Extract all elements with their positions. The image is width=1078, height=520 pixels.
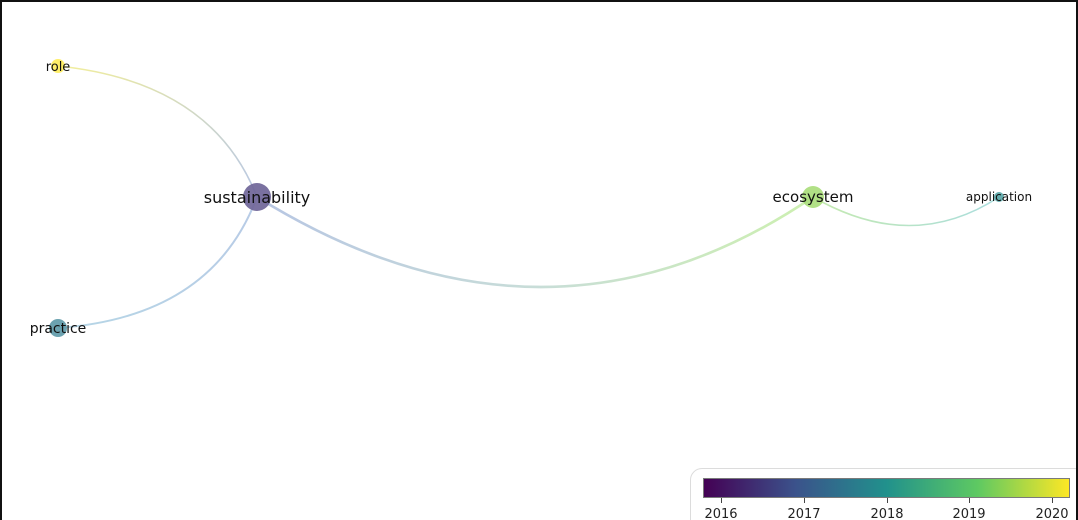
node-sustainability[interactable] (243, 183, 271, 211)
tick-label-2016: 2016 (704, 507, 738, 520)
label-application: application (966, 190, 1032, 204)
node-application[interactable] (994, 192, 1004, 202)
tick-mark (804, 498, 805, 503)
link-role-sustainability (57, 65, 258, 198)
node-ecosystem[interactable] (802, 186, 824, 208)
label-practice: practice (30, 321, 87, 337)
tick-label-2017: 2017 (787, 507, 821, 520)
link-ecosystem-application (812, 196, 1000, 227)
label-ecosystem: ecosystem (773, 188, 854, 206)
tick-label-2020: 2020 (1035, 507, 1069, 520)
tick-mark (887, 498, 888, 503)
link-sustainability-practice (57, 196, 258, 329)
tick-label-2018: 2018 (870, 507, 904, 520)
node-practice[interactable] (49, 319, 67, 337)
node-role[interactable] (51, 59, 65, 73)
tick-mark (1052, 498, 1053, 503)
tick-mark (969, 498, 970, 503)
tick-mark (721, 498, 722, 503)
tick-label-2019: 2019 (952, 507, 986, 520)
color-scale-bar (703, 478, 1070, 498)
link-sustainability-ecosystem (256, 195, 814, 289)
label-sustainability: sustainability (204, 188, 311, 207)
label-role: role (46, 60, 71, 75)
